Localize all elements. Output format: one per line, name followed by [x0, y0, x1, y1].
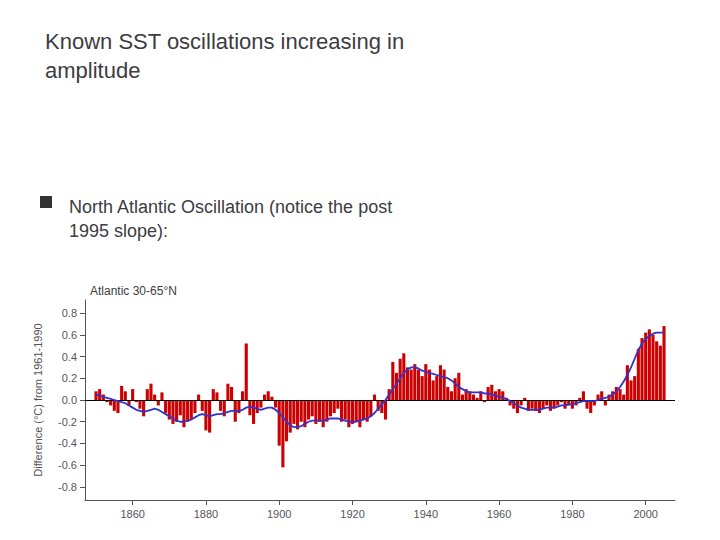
- svg-text:-0.6: -0.6: [58, 459, 77, 471]
- svg-text:amplitude: amplitude: [45, 58, 140, 83]
- svg-text:1880: 1880: [194, 508, 218, 520]
- svg-text:0.0: 0.0: [62, 394, 77, 406]
- svg-text:1980: 1980: [560, 508, 584, 520]
- svg-text:0.2: 0.2: [62, 372, 77, 384]
- svg-text:Atlantic 30-65°N: Atlantic 30-65°N: [90, 284, 177, 298]
- svg-text:1860: 1860: [120, 508, 144, 520]
- svg-text:Known SST oscillations increas: Known SST oscillations increasing in: [45, 29, 404, 54]
- svg-text:-0.8: -0.8: [58, 481, 77, 493]
- svg-text:-0.2: -0.2: [58, 416, 77, 428]
- svg-text:0.6: 0.6: [62, 329, 77, 341]
- svg-text:1940: 1940: [414, 508, 438, 520]
- svg-text:1920: 1920: [340, 508, 364, 520]
- svg-text:Difference (°C) from 1961-1990: Difference (°C) from 1961-1990: [32, 323, 44, 476]
- svg-text:1960: 1960: [487, 508, 511, 520]
- svg-text:0.8: 0.8: [62, 307, 77, 319]
- svg-text:2000: 2000: [633, 508, 657, 520]
- svg-text:-0.4: -0.4: [58, 437, 77, 449]
- svg-text:1900: 1900: [267, 508, 291, 520]
- svg-text:0.4: 0.4: [62, 351, 77, 363]
- svg-text:1995 slope):: 1995 slope):: [69, 221, 168, 241]
- svg-text:North Atlantic Oscillation (no: North Atlantic Oscillation (notice the p…: [69, 197, 392, 217]
